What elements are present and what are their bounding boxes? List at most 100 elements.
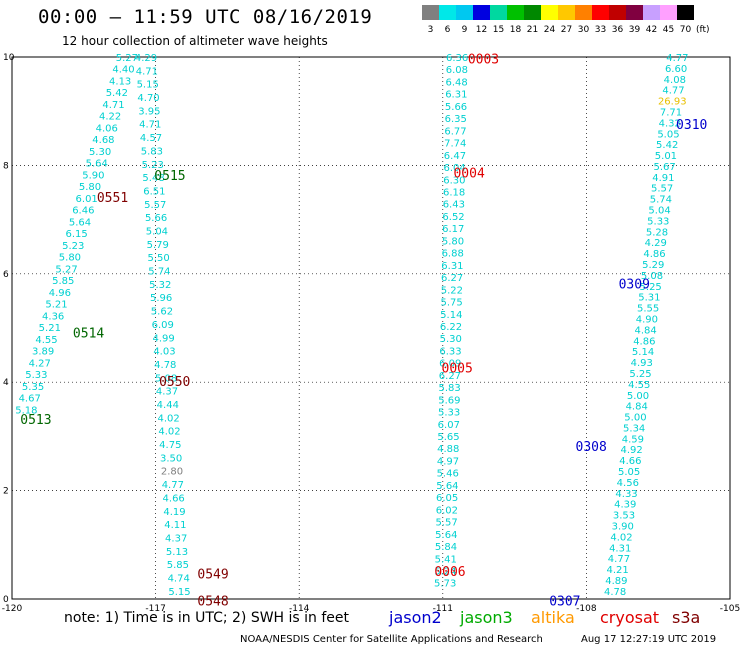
- orbit-time-label: 0551: [97, 191, 128, 206]
- scale-swatch: [541, 5, 558, 20]
- x-tick-label: -114: [289, 604, 310, 614]
- swh-value: 4.93: [631, 358, 653, 369]
- swh-value: 5.05: [618, 467, 640, 478]
- swh-value: 3.90: [612, 521, 634, 532]
- swh-value: 6.04: [444, 163, 466, 174]
- scale-label: 18: [509, 25, 522, 35]
- swh-value: 5.27: [116, 53, 138, 64]
- swh-value: 4.86: [643, 249, 665, 260]
- swh-value: 5.79: [147, 240, 169, 251]
- swh-value: 4.06: [96, 123, 118, 134]
- swh-value: 5.74: [148, 267, 170, 278]
- swh-value: 5.15: [168, 587, 190, 598]
- swh-value: 6.17: [442, 224, 464, 235]
- swh-value: 4.68: [92, 135, 114, 146]
- swh-value: 5.23: [142, 160, 164, 171]
- swh-value: 5.04: [146, 227, 168, 238]
- swh-value: 5.85: [52, 276, 74, 287]
- swh-value: 4.92: [620, 445, 642, 456]
- swh-value: 6.35: [445, 114, 467, 125]
- scale-swatch: [456, 5, 473, 20]
- swh-value: 5.69: [438, 395, 460, 406]
- swh-value: 5.25: [640, 282, 662, 293]
- swh-value: 5.80: [442, 236, 464, 247]
- swh-value: 4.29: [135, 53, 157, 64]
- swh-value: 5.04: [648, 206, 670, 217]
- swh-value: 5.08: [155, 373, 177, 384]
- orbit-time-label: 0004: [453, 167, 484, 182]
- swh-value: 4.77: [662, 86, 684, 97]
- orbit-time-label: 0003: [468, 53, 499, 68]
- scale-swatch: [592, 5, 609, 20]
- swh-value: 4.88: [437, 444, 459, 455]
- swh-value: 4.02: [158, 413, 180, 424]
- swh-value: 5.00: [627, 391, 649, 402]
- scale-label: 33: [594, 25, 607, 35]
- swh-value: 4.67: [19, 394, 41, 405]
- swh-value: 5.33: [25, 370, 47, 381]
- swh-value: 5.66: [145, 213, 167, 224]
- x-tick-label: -117: [145, 604, 165, 614]
- swh-value: 4.71: [102, 100, 124, 111]
- swh-value: 6.18: [443, 187, 465, 198]
- swh-value: 5.24: [434, 567, 456, 578]
- swh-value: 5.22: [441, 285, 463, 296]
- swh-value: 4.31: [609, 543, 631, 554]
- legend-s3a: s3a: [672, 608, 701, 627]
- swh-value: 6.22: [440, 322, 462, 333]
- swh-value: 4.89: [605, 576, 627, 587]
- swh-value: 4.90: [636, 314, 658, 325]
- swh-value: 3.50: [160, 453, 182, 464]
- scale-swatch: [490, 5, 507, 20]
- swh-value: 4.86: [633, 336, 655, 347]
- scale-swatch: [558, 5, 575, 20]
- swh-value: 4.27: [29, 358, 51, 369]
- scale-swatch: [422, 5, 439, 20]
- swh-value: 6.48: [445, 77, 467, 88]
- y-tick-label: 0: [3, 595, 9, 605]
- swh-value: 4.19: [163, 507, 185, 518]
- swh-value: 5.67: [654, 162, 676, 173]
- scale-label: 15: [492, 25, 505, 35]
- swh-value: 5.83: [141, 146, 163, 157]
- swh-value: 4.32: [659, 118, 681, 129]
- swh-value: 5.50: [147, 253, 169, 264]
- swh-value: 6.02: [436, 505, 458, 516]
- swh-value: 5.21: [45, 300, 67, 311]
- swh-value: 5.18: [15, 405, 37, 416]
- swh-value: 6.47: [444, 151, 466, 162]
- swh-value: 4.99: [152, 333, 174, 344]
- swh-value: 5.64: [435, 530, 457, 541]
- orbit-time-label: 0548: [197, 595, 228, 610]
- swh-value: 4.71: [136, 66, 158, 77]
- swh-value: 6.08: [446, 65, 468, 76]
- scale-unit: (ft): [696, 25, 710, 35]
- swh-value: 4.40: [112, 65, 134, 76]
- swh-value: 5.25: [629, 369, 651, 380]
- scale-label: 24: [543, 25, 556, 35]
- swh-value: 3.89: [32, 347, 54, 358]
- swh-value: 6.09: [152, 320, 174, 331]
- swh-value: 4.13: [109, 76, 131, 87]
- plot-frame: [11, 56, 731, 600]
- swh-value: 4.22: [99, 112, 121, 123]
- y-tick-label: 6: [3, 270, 9, 280]
- swh-value: 5.14: [440, 310, 462, 321]
- swh-value: 5.57: [144, 200, 166, 211]
- orbit-time-label: 0550: [159, 375, 190, 390]
- swh-value: 5.64: [69, 217, 91, 228]
- y-tick-label: 2: [3, 487, 9, 497]
- swh-value: 5.80: [59, 253, 81, 264]
- swh-value: 5.42: [106, 88, 128, 99]
- swh-value: 5.57: [651, 184, 673, 195]
- swh-value: 4.71: [139, 120, 161, 131]
- swh-value: 5.41: [435, 554, 457, 565]
- swh-value: 5.08: [641, 271, 663, 282]
- swh-value: 3.95: [138, 106, 160, 117]
- swh-value: 4.08: [664, 75, 686, 86]
- swh-value: 5.48: [142, 173, 164, 184]
- swh-value: 4.44: [157, 400, 179, 411]
- scale-label: 70: [679, 25, 692, 35]
- legend-jason3: jason3: [460, 608, 513, 627]
